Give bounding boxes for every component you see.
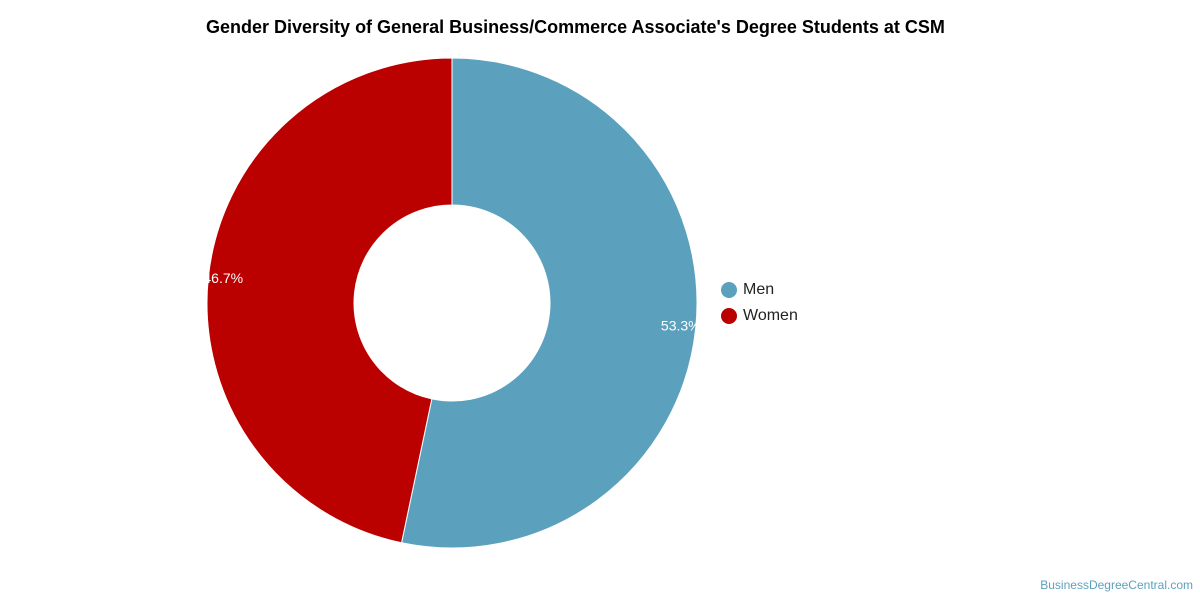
slice-men[interactable] (400, 57, 698, 549)
donut-slice-labels: 53.3% 46.7% (203, 270, 700, 334)
legend-item-men[interactable]: Men (721, 281, 774, 298)
legend-item-women[interactable]: Women (721, 307, 798, 324)
chart-title: Gender Diversity of General Business/Com… (206, 17, 945, 37)
legend-swatch-women (721, 308, 737, 324)
watermark[interactable]: BusinessDegreeCentral.com (1040, 578, 1193, 592)
slice-label-women: 46.7% (203, 270, 243, 286)
legend: Men Women (721, 281, 798, 324)
legend-label-women: Women (743, 307, 798, 324)
donut-slices (206, 57, 698, 549)
slice-women[interactable] (206, 57, 453, 544)
slice-label-men: 53.3% (661, 318, 701, 334)
legend-label-men: Men (743, 281, 774, 298)
legend-swatch-men (721, 282, 737, 298)
